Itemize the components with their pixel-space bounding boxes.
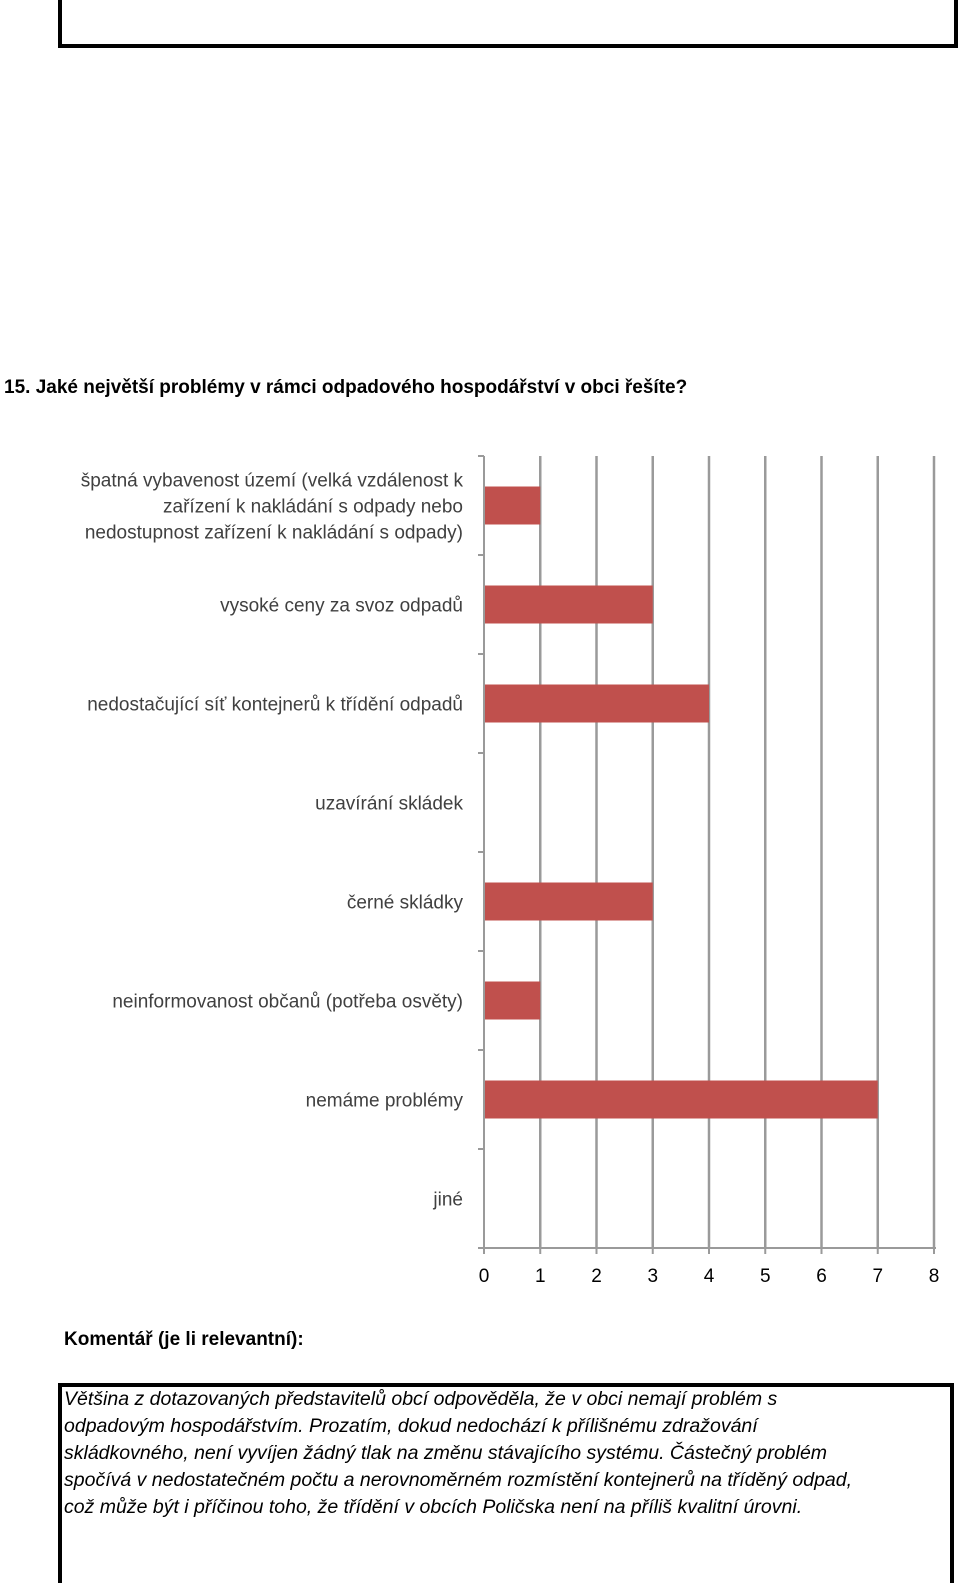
comment-line: odpadovým hospodářstvím. Prozatím, dokud… [64,1415,758,1437]
category-label: černé skládky [347,893,464,914]
x-tick-label: 7 [872,1266,883,1287]
comment-line: spočívá v nedostatečném počtu a nerovnom… [64,1469,853,1491]
x-tick-label: 0 [479,1266,490,1287]
category-label: vysoké ceny za svoz odpadů [220,596,463,617]
grid-layer [539,456,936,1248]
comment-text: Většina z dotazovaných představitelů obc… [64,1386,944,1521]
x-tick-label: 1 [535,1266,546,1287]
x-tick-label: 4 [704,1266,715,1287]
x-tick-label: 8 [929,1266,940,1287]
top-frame [58,0,958,48]
category-label: špatná vybavenost území (velká vzdálenos… [81,471,464,544]
x-tick-label: 3 [647,1266,658,1287]
label-layer: 0 1 2 3 4 5 6 7 8 špatná vybavenost území (velká … [81,471,940,1288]
comment-line: což může být i příčinou toho, že třídění… [64,1496,803,1518]
axis-layer [478,455,936,1254]
category-label: neinformovanost občanů (potřeba osvěty) [112,992,463,1013]
x-tick-label: 6 [816,1266,827,1287]
category-label: nemáme problémy [306,1091,464,1112]
comment-line: Většina z dotazovaných představitelů obc… [64,1388,778,1410]
bar [484,585,653,624]
category-label: jiné [432,1190,463,1211]
bar-chart: 0 1 2 3 4 5 6 7 8 špatná vybavenost území (velká … [81,455,940,1288]
question-title: 15. Jaké největší problémy v rámci odpad… [4,377,688,398]
x-tick-label: 5 [760,1266,771,1287]
comment-line: skládkovného, není vyvíjen žádný tlak na… [64,1442,828,1464]
comment-box [58,1383,954,1583]
category-label: uzavírání skládek [315,794,463,815]
comment-label: Komentář (je li relevantní): [64,1329,304,1350]
bar [484,1080,878,1119]
bar [484,981,541,1020]
bar-layer [484,486,878,1119]
bar [484,486,541,525]
category-label: nedostačující síť kontejnerů k třídění o… [87,695,463,716]
bar [484,684,709,723]
x-tick-label: 2 [591,1266,602,1287]
bar [484,882,653,921]
